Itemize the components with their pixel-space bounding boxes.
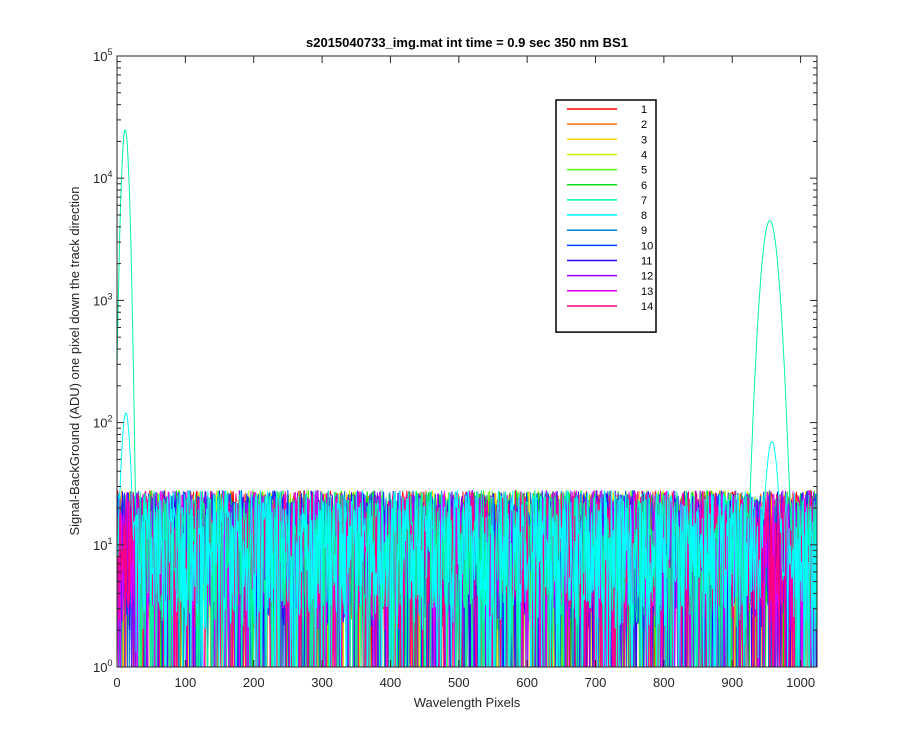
legend-label-14: 14 bbox=[641, 301, 653, 313]
x-tick-label: 100 bbox=[175, 675, 197, 690]
x-tick-label: 300 bbox=[311, 675, 333, 690]
y-tick-label: 101 bbox=[93, 536, 112, 553]
y-tick-label: 100 bbox=[93, 658, 112, 675]
series-line-8 bbox=[116, 411, 818, 668]
legend-label-7: 7 bbox=[641, 195, 647, 207]
x-tick-label: 900 bbox=[721, 675, 743, 690]
plot-frame bbox=[116, 55, 818, 668]
x-axis: 0 100 200 300 400 500 600 700 800 900 1000 bbox=[113, 56, 815, 690]
y-axis-label: Signal-BackGround (ADU) one pixel down t… bbox=[67, 186, 82, 535]
y-tick-label: 102 bbox=[93, 414, 112, 431]
legend-label-11: 11 bbox=[641, 256, 652, 268]
x-axis-label: Wavelength Pixels bbox=[414, 695, 521, 710]
chart-title: s2015040733_img.mat int time = 0.9 sec 3… bbox=[306, 35, 628, 50]
x-tick-label: 200 bbox=[243, 675, 265, 690]
y-tick-label: 104 bbox=[93, 169, 112, 186]
x-tick-label: 800 bbox=[653, 675, 675, 690]
x-tick-label: 1000 bbox=[786, 675, 815, 690]
x-tick-label: 600 bbox=[516, 675, 538, 690]
legend-label-6: 6 bbox=[641, 180, 647, 192]
x-tick-label: 700 bbox=[585, 675, 607, 690]
legend-label-3: 3 bbox=[641, 134, 647, 146]
x-tick-label: 0 bbox=[113, 675, 120, 690]
legend-label-1: 1 bbox=[641, 104, 647, 116]
legend-label-5: 5 bbox=[641, 165, 647, 177]
legend-label-12: 12 bbox=[641, 271, 653, 283]
legend-label-9: 9 bbox=[641, 225, 647, 237]
legend-label-8: 8 bbox=[641, 210, 647, 222]
y-tick-label: 103 bbox=[93, 291, 112, 308]
legend-label-13: 13 bbox=[641, 286, 653, 298]
y-tick-label: 105 bbox=[93, 47, 112, 64]
legend-label-10: 10 bbox=[641, 240, 653, 252]
x-tick-label: 400 bbox=[380, 675, 402, 690]
legend-label-2: 2 bbox=[641, 119, 647, 131]
x-tick-label: 500 bbox=[448, 675, 470, 690]
legend-label-4: 4 bbox=[641, 149, 647, 161]
